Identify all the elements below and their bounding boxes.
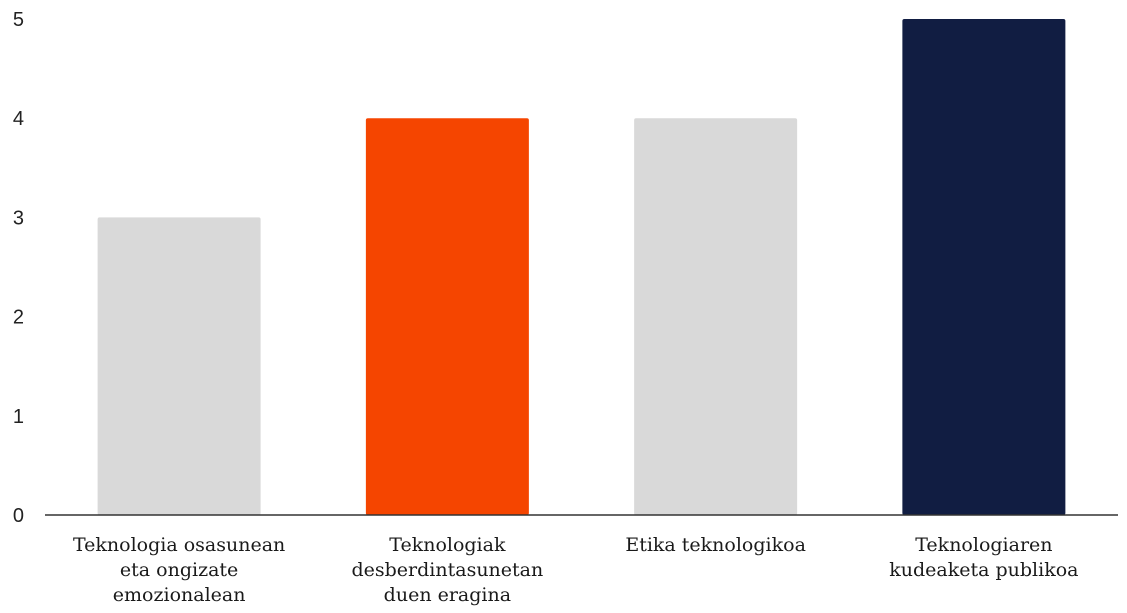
x-tick-label-line: Teknologiaren bbox=[915, 534, 1052, 556]
bar bbox=[634, 118, 798, 515]
y-tick-label: 2 bbox=[13, 307, 24, 329]
bars bbox=[97, 19, 1066, 515]
bar bbox=[97, 217, 261, 515]
bar bbox=[902, 19, 1066, 515]
x-tick-label-line: kudeaketa publikoa bbox=[889, 559, 1078, 581]
x-tick-label-line: duen eragina bbox=[384, 584, 511, 606]
x-tick-label-line: Teknologia osasunean bbox=[73, 534, 285, 556]
y-axis: 0 1 2 3 4 5 bbox=[13, 9, 24, 527]
y-tick-label: 3 bbox=[13, 207, 24, 229]
x-tick-label-line: desberdintasunetan bbox=[351, 559, 543, 581]
x-tick-label-line: Teknologiak bbox=[389, 534, 506, 556]
y-tick-label: 4 bbox=[13, 108, 24, 130]
y-tick-label: 0 bbox=[13, 505, 24, 527]
x-axis: Teknologia osasunean eta ongizate emoziona… bbox=[73, 534, 1079, 606]
x-tick-label: Teknologia osasunean eta ongizate emoziona… bbox=[73, 534, 285, 606]
x-tick-label: Teknologiak desberdintasunetan duen eragin… bbox=[351, 534, 543, 606]
x-tick-label-line: Etika teknologikoa bbox=[625, 534, 806, 556]
x-tick-label: Teknologiaren kudeaketa publikoa bbox=[889, 534, 1078, 581]
x-tick-label-line: emozionalean bbox=[113, 584, 246, 606]
y-tick-label: 1 bbox=[13, 406, 24, 428]
bar bbox=[365, 118, 529, 515]
y-tick-label: 5 bbox=[13, 9, 24, 31]
x-tick-label: Etika teknologikoa bbox=[625, 534, 806, 556]
x-tick-label-line: eta ongizate bbox=[120, 559, 238, 581]
